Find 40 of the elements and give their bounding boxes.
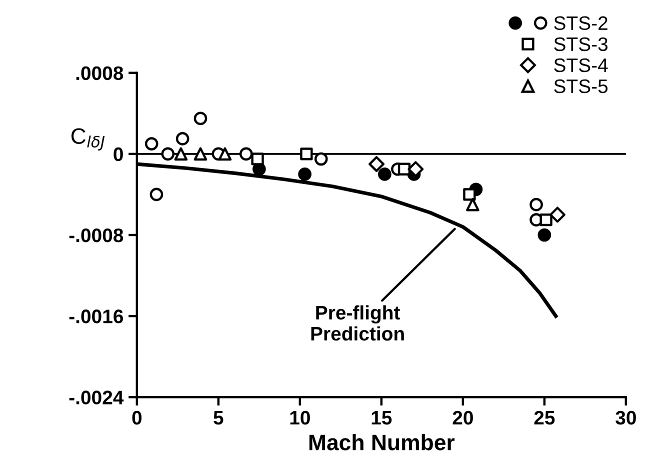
y-tick-label: .0008 xyxy=(76,66,124,80)
point xyxy=(194,147,208,161)
x-tick-label: 15 xyxy=(372,411,392,425)
x-tick-label: 20 xyxy=(452,410,473,425)
y-axis-title: C$_{lδJ}$ xyxy=(71,128,105,151)
point xyxy=(466,198,480,212)
point xyxy=(540,213,552,226)
x-tick-label: 10 xyxy=(290,410,310,425)
point xyxy=(161,147,175,161)
legend-label: STS-4 xyxy=(554,58,608,72)
point xyxy=(549,206,566,223)
x-tick-label: 25 xyxy=(534,410,555,425)
y-tick-label: -.0016 xyxy=(69,310,124,324)
x-axis-title: Mach Number xyxy=(309,434,455,450)
x-tick-label: 30 xyxy=(616,410,636,425)
point xyxy=(530,198,543,212)
point xyxy=(300,148,313,160)
point xyxy=(463,188,476,201)
point xyxy=(398,162,411,176)
point xyxy=(144,137,158,150)
point xyxy=(174,147,188,161)
point xyxy=(218,147,232,161)
legend-label: STS-3 xyxy=(554,37,608,52)
point xyxy=(298,168,312,181)
point xyxy=(150,188,164,202)
x-tick-label: 0 xyxy=(132,410,142,425)
point xyxy=(194,112,208,126)
point xyxy=(378,168,392,181)
legend-label: STS-2 xyxy=(554,16,608,30)
point xyxy=(538,228,552,242)
point xyxy=(314,152,328,166)
point xyxy=(239,147,253,161)
x-tick-label: 5 xyxy=(214,411,224,425)
legend-label: STS-5 xyxy=(554,79,608,94)
annotation: Pre-flight Prediction xyxy=(311,305,404,341)
y-tick-label: -.0008 xyxy=(69,228,124,242)
point xyxy=(176,132,190,146)
y-tick-label: -.0024 xyxy=(69,390,124,404)
point xyxy=(368,156,385,172)
y-tick-label: 0 xyxy=(114,147,123,162)
